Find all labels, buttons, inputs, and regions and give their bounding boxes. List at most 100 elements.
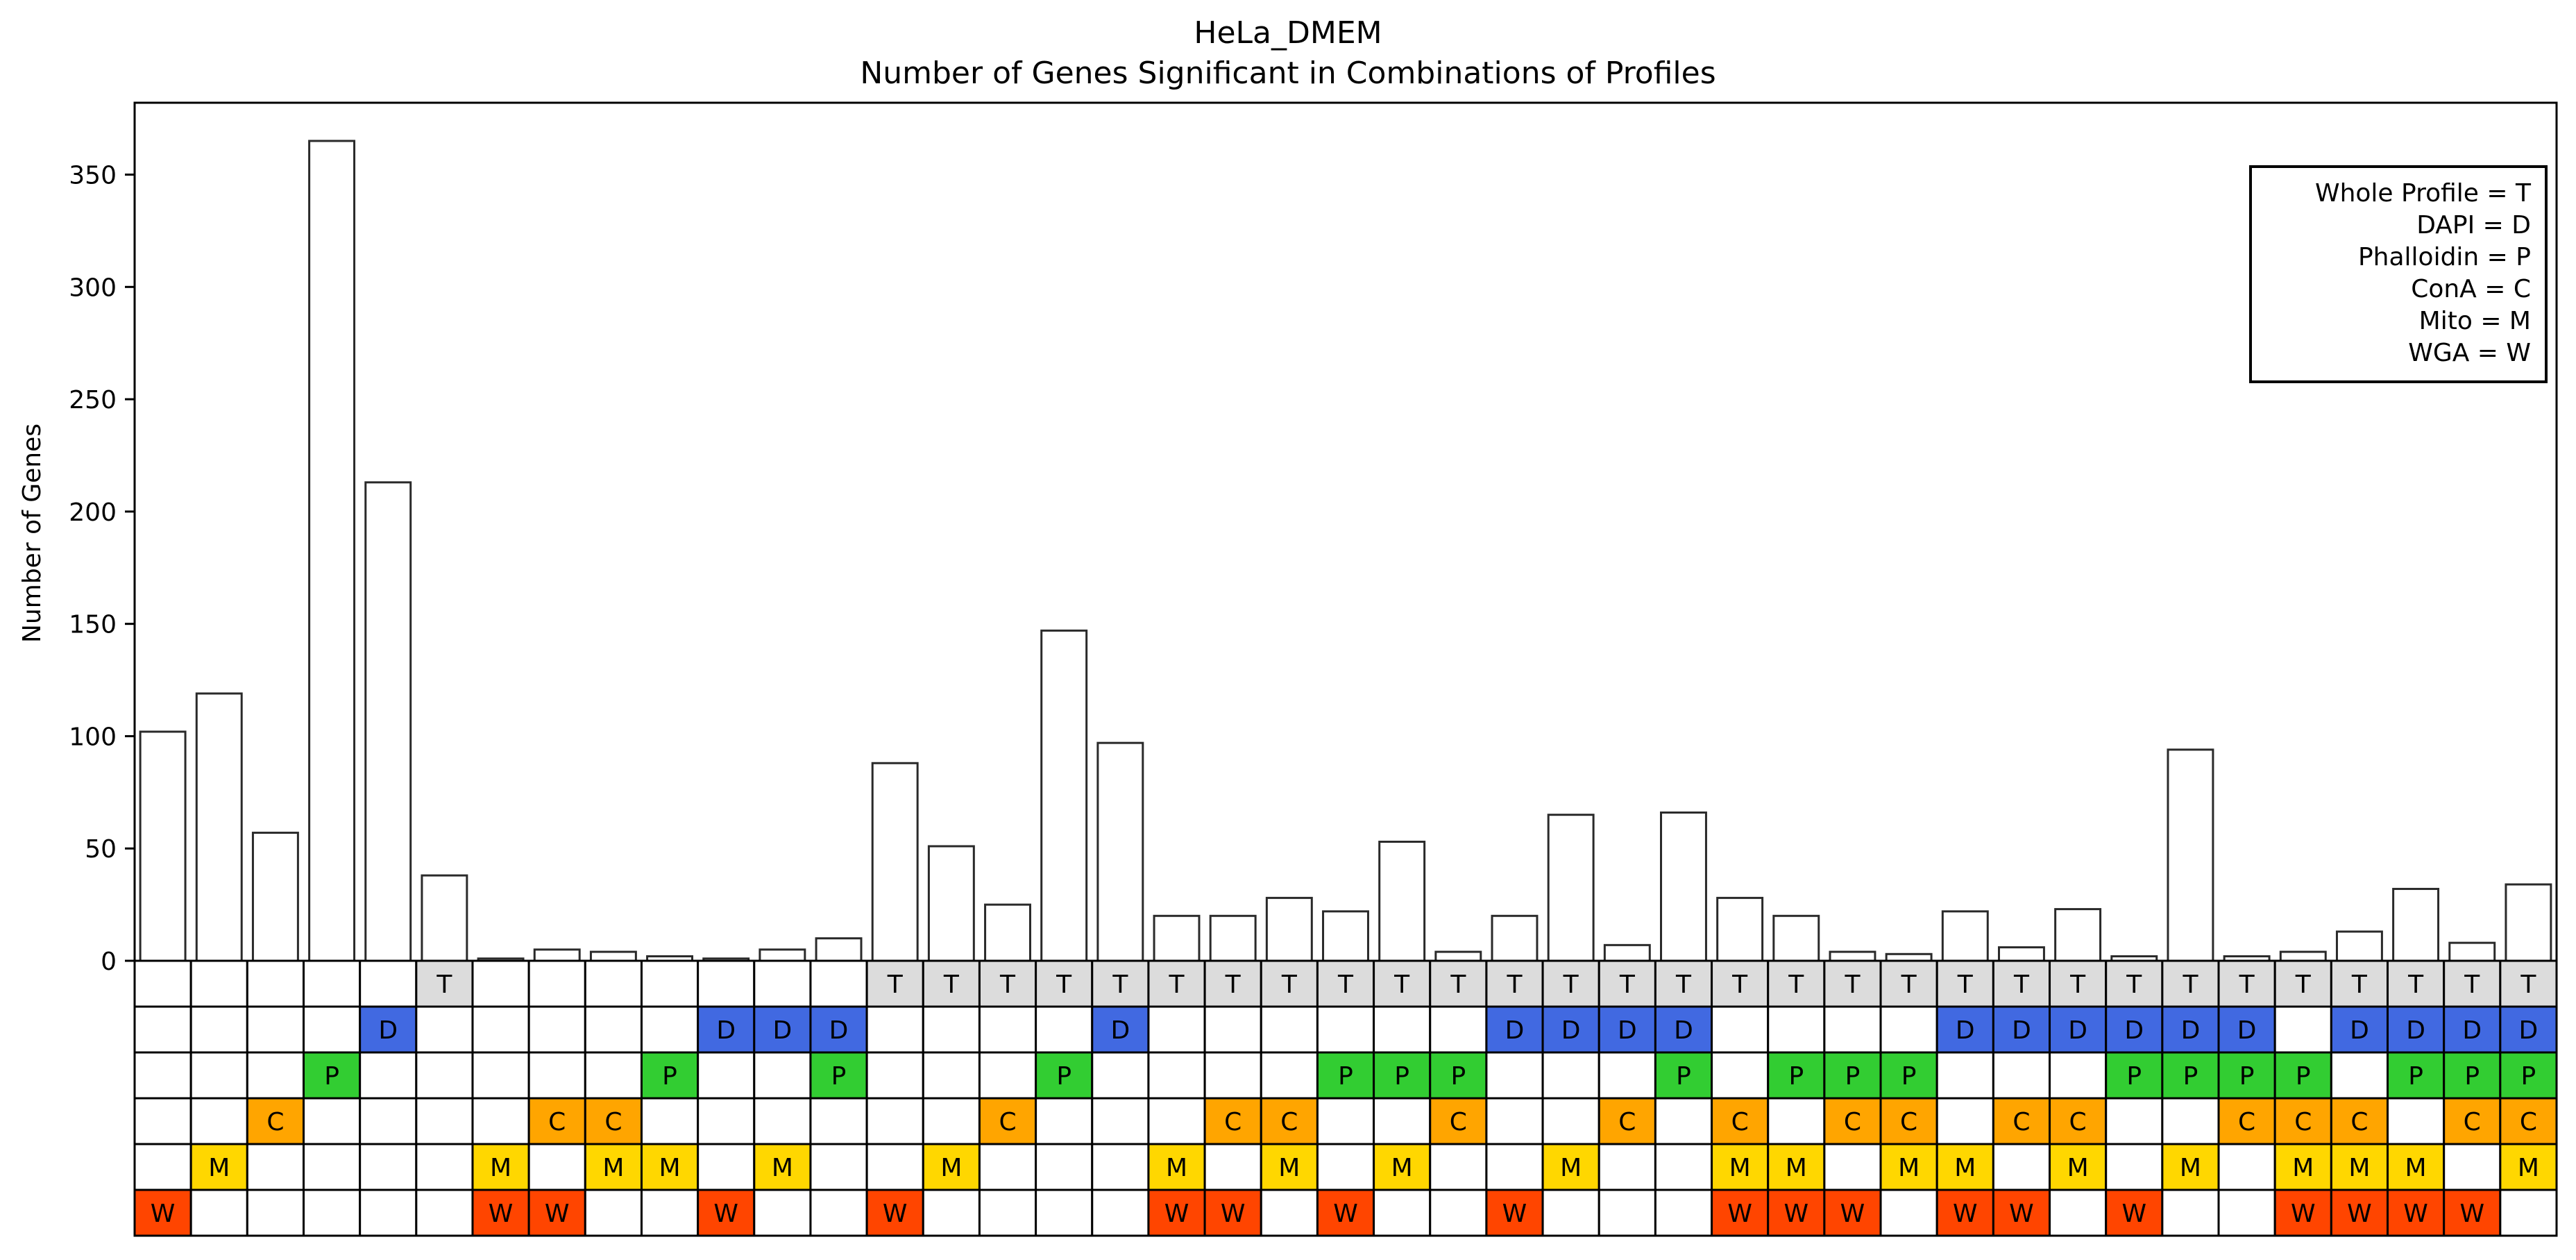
matrix-cell [1992, 1188, 2051, 1237]
matrix-cell-label: P [2239, 1062, 2255, 1091]
matrix-cell [753, 1188, 812, 1237]
matrix-cell [697, 1188, 756, 1237]
matrix-cell-label: C [1224, 1108, 1242, 1136]
matrix-cell [302, 959, 362, 1008]
matrix-cell [527, 1188, 586, 1237]
matrix-cell-label: P [2521, 1062, 2536, 1091]
matrix-cell [978, 1143, 1037, 1191]
matrix-cell-label: T [2464, 971, 2480, 999]
matrix-cell [415, 1143, 474, 1191]
matrix-cell [1935, 1051, 1994, 1100]
bar [2054, 908, 2102, 962]
matrix-cell [2217, 1051, 2276, 1100]
matrix-cell-label: D [1618, 1016, 1637, 1045]
matrix-cell-label: C [1618, 1108, 1636, 1136]
matrix-cell-label: D [1561, 1016, 1581, 1045]
matrix-cell [753, 1097, 812, 1145]
matrix-cell-label: P [1676, 1062, 1691, 1091]
matrix-cell [527, 1051, 586, 1100]
matrix-cell-label: T [1281, 971, 1298, 999]
matrix-cell-label: C [1900, 1108, 1917, 1136]
matrix-cell [865, 1097, 924, 1145]
matrix-cell [1373, 1188, 1432, 1237]
matrix-cell [189, 1051, 248, 1100]
matrix-cell [1485, 1143, 1544, 1191]
bar [2448, 941, 2496, 962]
matrix-cell [1091, 1097, 1150, 1145]
matrix-cell-label: C [1450, 1108, 1467, 1136]
matrix-cell [2161, 1051, 2220, 1100]
matrix-cell-label: P [1845, 1062, 1861, 1091]
matrix-cell [1879, 1188, 1938, 1237]
combination-matrix: WMCPDTMWCWCMPMDWDMDPTWTMTCTPTDTMWTCWTCMT… [133, 959, 2558, 1237]
legend-entry: Whole Profile = T [2315, 179, 2532, 208]
matrix-cell-label: M [659, 1154, 681, 1182]
matrix-cell-label: M [2348, 1154, 2370, 1182]
matrix-cell-label: M [1954, 1154, 1976, 1182]
matrix-cell-label: D [2406, 1016, 2425, 1045]
matrix-cell [1654, 1188, 1713, 1237]
matrix-cell [302, 1143, 362, 1191]
matrix-cell [1992, 1097, 2051, 1145]
matrix-cell [1541, 959, 1600, 1008]
matrix-cell [1373, 1051, 1432, 1100]
bar [251, 832, 299, 962]
matrix-cell [1654, 1097, 1713, 1145]
bar [2392, 887, 2440, 962]
matrix-cell [1541, 1051, 1600, 1100]
matrix-cell-label: D [378, 1016, 398, 1045]
matrix-cell [527, 1005, 586, 1054]
matrix-cell [922, 1188, 981, 1237]
bar [1997, 946, 2045, 962]
matrix-cell [1598, 1188, 1656, 1237]
matrix-cell-label: D [1956, 1016, 1975, 1045]
chart-subtitle: Number of Genes Significant in Combinati… [860, 56, 1715, 91]
matrix-cell-label: P [2296, 1062, 2311, 1091]
matrix-cell-label: W [2347, 1200, 2372, 1228]
y-tick-label: 350 [69, 162, 117, 190]
matrix-cell-label: C [1280, 1108, 1298, 1136]
matrix-cell [2330, 1188, 2389, 1237]
bar [1941, 910, 1989, 962]
bar [1772, 914, 1820, 962]
matrix-cell-label: D [716, 1016, 736, 1045]
matrix-cell-label: P [2408, 1062, 2423, 1091]
matrix-cell [2105, 1097, 2164, 1145]
matrix-cell-label: W [1727, 1200, 1752, 1228]
matrix-cell-label: M [602, 1154, 624, 1182]
matrix-cell [640, 1051, 700, 1100]
matrix-cell [1935, 1143, 1994, 1191]
matrix-cell-label: M [2292, 1154, 2314, 1182]
matrix-cell [2161, 1188, 2220, 1237]
y-tick-label: 200 [69, 498, 117, 527]
plot-frame [133, 101, 2558, 962]
matrix-cell-label: T [1337, 971, 1354, 999]
bar [139, 730, 187, 962]
matrix-cell-label: P [1450, 1062, 1466, 1091]
matrix-cell [2049, 959, 2108, 1008]
matrix-cell-label: W [489, 1200, 514, 1228]
matrix-cell [2330, 1051, 2389, 1100]
matrix-cell [2443, 1143, 2502, 1191]
matrix-cell-label: W [1333, 1200, 1358, 1228]
matrix-cell-label: T [1619, 971, 1636, 999]
matrix-cell [246, 1005, 305, 1054]
matrix-cell [1260, 1051, 1319, 1100]
matrix-cell [302, 1051, 362, 1100]
matrix-cell [1485, 1188, 1544, 1237]
matrix-cell [2161, 959, 2220, 1008]
matrix-cell-label: T [1506, 971, 1523, 999]
matrix-cell [2499, 1143, 2558, 1191]
matrix-cell-label: C [1844, 1108, 1861, 1136]
matrix-cell-label: T [2520, 971, 2536, 999]
matrix-cell [922, 1097, 981, 1145]
matrix-cell [1598, 1143, 1656, 1191]
matrix-cell-label: T [1675, 971, 1692, 999]
matrix-cell [1147, 1051, 1206, 1100]
y-tick-label: 50 [85, 835, 117, 864]
bar [195, 692, 243, 962]
matrix-cell [133, 959, 192, 1008]
matrix-cell-label: D [1674, 1016, 1693, 1045]
matrix-cell-label: W [2403, 1200, 2428, 1228]
